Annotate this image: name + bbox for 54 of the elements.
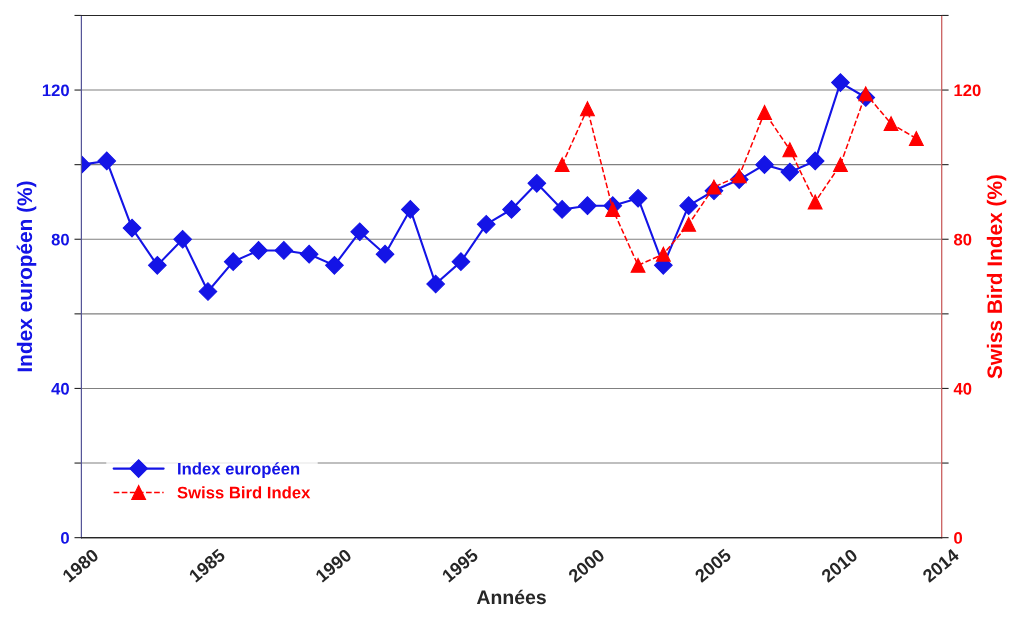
y2-tick-label: 40 — [953, 382, 972, 395]
point — [706, 179, 722, 195]
y-tick-label: 40 — [51, 382, 69, 395]
point — [831, 73, 850, 92]
y2-tick-label: 120 — [954, 84, 981, 97]
point — [605, 201, 621, 217]
point — [198, 282, 218, 301]
point — [782, 142, 798, 158]
point — [299, 244, 319, 264]
legend-label: Index européen — [178, 462, 300, 478]
point — [426, 274, 445, 294]
point — [579, 101, 595, 117]
point — [451, 252, 471, 271]
point — [173, 229, 192, 249]
point — [274, 241, 294, 260]
point — [400, 200, 420, 219]
point — [630, 257, 646, 273]
point — [554, 157, 570, 173]
point — [883, 116, 899, 132]
y-tick-label: 0 — [61, 532, 69, 544]
point — [552, 200, 572, 219]
point — [350, 222, 370, 242]
y-tick-label: 120 — [42, 84, 69, 97]
point — [476, 214, 496, 234]
x-axis-title: Années — [476, 589, 546, 605]
point — [780, 162, 800, 182]
point — [807, 194, 823, 210]
point — [147, 256, 167, 275]
point — [805, 151, 825, 171]
point — [249, 241, 268, 260]
point — [731, 168, 747, 184]
y2-tick-label: 0 — [954, 532, 963, 544]
legend-label: Swiss Bird Index — [177, 486, 311, 499]
point — [325, 256, 344, 275]
point — [578, 196, 597, 216]
point — [681, 216, 697, 232]
point — [679, 196, 699, 216]
y2-axis-title: Swiss Bird Index (%) — [986, 175, 1007, 379]
y-tick-label: 80 — [51, 233, 69, 246]
point — [908, 131, 924, 147]
y-axis-title: Index européen (%) — [16, 181, 37, 372]
point — [375, 244, 395, 264]
point — [858, 86, 874, 102]
point — [97, 151, 117, 171]
point — [223, 252, 243, 271]
point — [502, 200, 521, 219]
point — [757, 104, 773, 120]
point — [628, 188, 648, 208]
point — [527, 173, 547, 193]
point — [755, 155, 774, 175]
point — [832, 157, 848, 173]
point — [122, 218, 142, 238]
y2-tick-label: 80 — [953, 233, 972, 246]
point — [655, 246, 671, 262]
